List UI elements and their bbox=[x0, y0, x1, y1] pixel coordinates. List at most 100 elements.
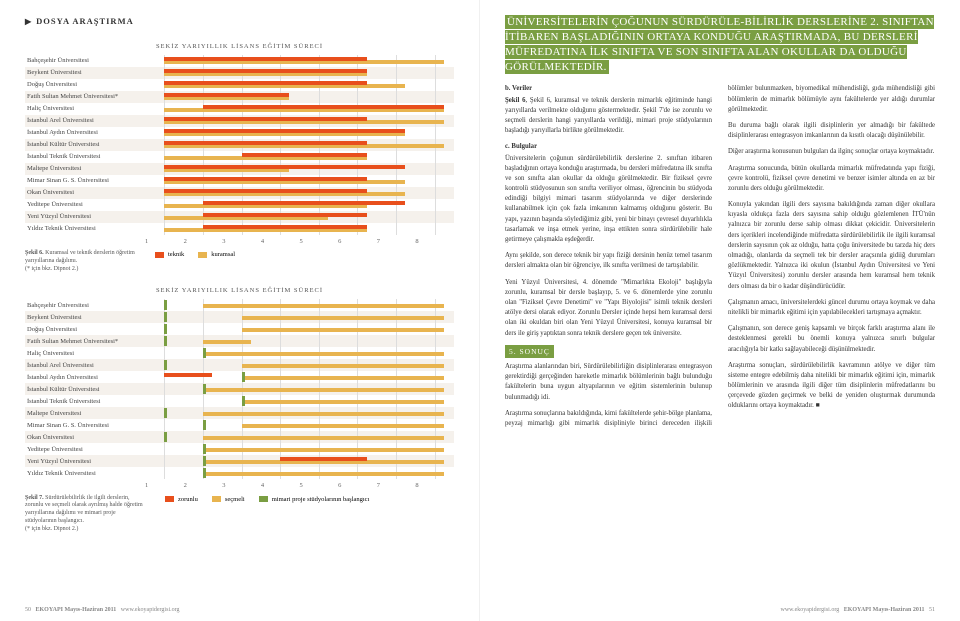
s-p7: Çalışmanın amacı, üniversitelerdeki günc… bbox=[728, 298, 935, 318]
university-label: Yeditepe Üniversitesi bbox=[25, 445, 145, 454]
chart6-title: SEKİZ YARIYILLIK LİSANS EĞİTİM SÜRECİ bbox=[25, 42, 454, 51]
university-label: Beykent Üniversitesi bbox=[25, 68, 145, 77]
axis-tick: 4 bbox=[261, 481, 300, 490]
bar-zone bbox=[145, 311, 454, 323]
chart-row: Bahçeşehir Üniversitesi bbox=[25, 299, 454, 311]
chart6-caption: Şekil 6. Kuramsal ve teknik derslerin öğ… bbox=[25, 250, 135, 273]
chart-row: Mimar Sinan G. S. Üniversitesi bbox=[25, 175, 454, 187]
bar-zone bbox=[145, 127, 454, 139]
legend-swatch bbox=[212, 496, 221, 502]
chart-row: Maltepe Üniversitesi bbox=[25, 163, 454, 175]
b-veriler-text: Şekil 6, Şekil 6, kuramsal ve teknik der… bbox=[505, 96, 712, 137]
chart-row: Bahçeşehir Üniversitesi bbox=[25, 55, 454, 67]
article-body: b. Veriler Şekil 6, Şekil 6, kuramsal ve… bbox=[505, 84, 935, 429]
chart-row: Yeni Yüzyıl Üniversitesi bbox=[25, 455, 454, 467]
axis-tick: 1 bbox=[145, 237, 184, 246]
chart-row: Mimar Sinan G. S. Üniversitesi bbox=[25, 419, 454, 431]
chart-row: Fatih Sultan Mehmet Üniversitesi* bbox=[25, 91, 454, 103]
bar-zone bbox=[145, 67, 454, 79]
chart7-body: Bahçeşehir Üniversitesi Beykent Üniversit… bbox=[25, 299, 454, 479]
bar-zone bbox=[145, 431, 454, 443]
chart-row: İstanbul Arel Üniversitesi bbox=[25, 359, 454, 371]
chart7: SEKİZ YARIYILLIK LİSANS EĞİTİM SÜRECİ Ba… bbox=[25, 286, 454, 534]
university-label: Bahçeşehir Üniversitesi bbox=[25, 301, 145, 310]
university-label: Doğuş Üniversitesi bbox=[25, 80, 145, 89]
legend-item: seçmeli bbox=[212, 495, 245, 504]
sonuc-head: 5. SONUÇ bbox=[505, 345, 554, 358]
bar-zone bbox=[145, 163, 454, 175]
bar-zone bbox=[145, 443, 454, 455]
university-label: Beykent Üniversitesi bbox=[25, 313, 145, 322]
footer-left: 50 EKOYAPI Mayıs-Haziran 2011 www.ekoyap… bbox=[25, 606, 180, 615]
footer-right: www.ekoyapidergisi.org EKOYAPI Mayıs-Haz… bbox=[781, 606, 936, 615]
legend-swatch bbox=[198, 252, 207, 258]
chart6-body: Bahçeşehir ÜniversitesiBeykent Üniversit… bbox=[25, 55, 454, 235]
axis-tick: 7 bbox=[377, 481, 416, 490]
chart-row: Doğuş Üniversitesi bbox=[25, 323, 454, 335]
axis-tick: 2 bbox=[184, 481, 223, 490]
bar-zone bbox=[145, 359, 454, 371]
axis-tick: 5 bbox=[300, 237, 339, 246]
bar-zone bbox=[145, 419, 454, 431]
chart-row: Haliç Üniversitesi bbox=[25, 103, 454, 115]
chart-row: Beykent Üniversitesi bbox=[25, 67, 454, 79]
axis-tick: 7 bbox=[377, 237, 416, 246]
university-label: Yeni Yüzyıl Üniversitesi bbox=[25, 212, 145, 221]
bar-zone bbox=[145, 371, 454, 383]
chart-row: Yıldız Teknik Üniversitesi bbox=[25, 223, 454, 235]
bar-zone bbox=[145, 175, 454, 187]
legend-item: mimari proje stüdyolarının başlangıcı bbox=[259, 495, 370, 504]
university-label: İstanbul Arel Üniversitesi bbox=[25, 361, 145, 370]
chart6: SEKİZ YARIYILLIK LİSANS EĞİTİM SÜRECİ Ba… bbox=[25, 42, 454, 274]
chart-row: Yeditepe Üniversitesi bbox=[25, 199, 454, 211]
bar-zone bbox=[145, 55, 454, 67]
university-label: Mimar Sinan G. S. Üniversitesi bbox=[25, 421, 145, 430]
chart-row: Beykent Üniversitesi bbox=[25, 311, 454, 323]
s-p3: Bu duruma bağlı olarak ilgili disiplinle… bbox=[728, 121, 935, 141]
university-label: Yıldız Teknik Üniversitesi bbox=[25, 224, 145, 233]
university-label: Fatih Sultan Mehmet Üniversitesi* bbox=[25, 337, 145, 346]
s-p1: Araştırma alanlarından biri, Sürdürülebi… bbox=[505, 362, 712, 403]
c-p1: Üniversitelerin çoğunun sürdürülebilirli… bbox=[505, 154, 712, 246]
chart-row: Maltepe Üniversitesi bbox=[25, 407, 454, 419]
chart-row: İstanbul Kültür Üniversitesi bbox=[25, 139, 454, 151]
axis-tick: 4 bbox=[261, 237, 300, 246]
university-label: Haliç Üniversitesi bbox=[25, 349, 145, 358]
chart-row: İstanbul Kültür Üniversitesi bbox=[25, 383, 454, 395]
bar-zone bbox=[145, 223, 454, 235]
bar-zone bbox=[145, 79, 454, 91]
chart-row: Yeditepe Üniversitesi bbox=[25, 443, 454, 455]
university-label: Haliç Üniversitesi bbox=[25, 104, 145, 113]
chart-row: Haliç Üniversitesi bbox=[25, 347, 454, 359]
chart7-legend: zorunlu seçmeli mimari proje stüdyolarının… bbox=[165, 495, 369, 504]
legend-swatch bbox=[165, 496, 174, 502]
c-bulgular-head: c. Bulgular bbox=[505, 142, 712, 152]
chart-row: Okan Üniversitesi bbox=[25, 431, 454, 443]
chart7-axis: 12345678 bbox=[25, 481, 454, 490]
university-label: Okan Üniversitesi bbox=[25, 188, 145, 197]
bar-zone bbox=[145, 395, 454, 407]
highlight-quote: ÜNİVERSİTELERİN ÇOĞUNUN SÜRDÜRÜLE-BİLİRL… bbox=[505, 15, 935, 74]
bar-zone bbox=[145, 139, 454, 151]
chart-row: İstanbul Teknik Üniversitesi bbox=[25, 395, 454, 407]
bar-zone bbox=[145, 115, 454, 127]
university-label: İstanbul Kültür Üniversitesi bbox=[25, 140, 145, 149]
axis-tick: 2 bbox=[184, 237, 223, 246]
axis-tick: 6 bbox=[338, 481, 377, 490]
university-label: İstanbul Teknik Üniversitesi bbox=[25, 152, 145, 161]
axis-tick: 6 bbox=[338, 237, 377, 246]
bar-zone bbox=[145, 151, 454, 163]
chart7-caption: Şekil 7. Sürdürülebilirlik ile ilgili de… bbox=[25, 495, 145, 534]
university-label: İstanbul Teknik Üniversitesi bbox=[25, 397, 145, 406]
c-p2: Aynı şekilde, son derece teknik bir yapı… bbox=[505, 251, 712, 271]
legend-item: kuramsal bbox=[198, 250, 235, 259]
legend-item: teknik bbox=[155, 250, 184, 259]
legend-item: zorunlu bbox=[165, 495, 198, 504]
chart-row: Yıldız Teknik Üniversitesi bbox=[25, 467, 454, 479]
university-label: Yıldız Teknik Üniversitesi bbox=[25, 469, 145, 478]
b-veriler-head: b. Veriler bbox=[505, 84, 712, 94]
axis-tick: 8 bbox=[415, 237, 454, 246]
chart-row: Doğuş Üniversitesi bbox=[25, 79, 454, 91]
legend-label: kuramsal bbox=[211, 250, 235, 259]
legend-label: seçmeli bbox=[225, 495, 245, 504]
